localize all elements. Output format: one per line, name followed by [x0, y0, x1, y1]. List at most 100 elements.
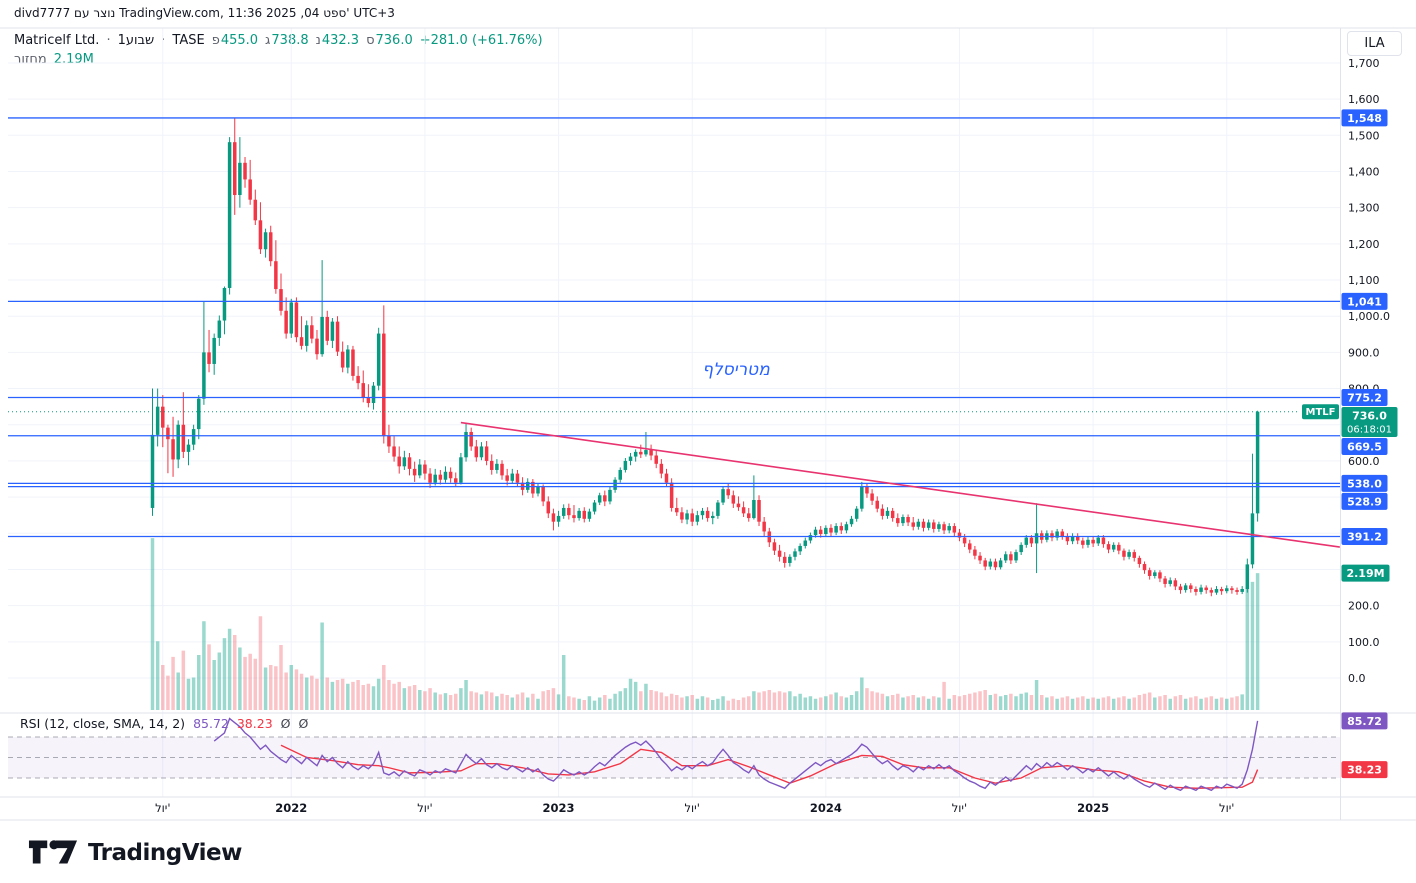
tradingview-logo[interactable]: TradingView [28, 839, 242, 866]
current-price-badge [1341, 407, 1398, 438]
candle [258, 220, 263, 250]
volume-bar [746, 696, 751, 710]
volume-bar [1142, 693, 1147, 710]
candle [952, 526, 957, 533]
candle [1070, 536, 1075, 542]
candle [150, 434, 155, 508]
volume-bar [1091, 697, 1095, 710]
candle [808, 535, 813, 541]
volume-bar [628, 678, 633, 710]
price-level-badge [1341, 292, 1388, 310]
symbol-title[interactable]: Matricelf Ltd. [14, 33, 100, 48]
volume-bar [947, 698, 951, 710]
candle [603, 495, 607, 502]
candle [284, 310, 288, 334]
candle [428, 473, 432, 483]
volume-bar [402, 688, 407, 710]
time-axis[interactable]: יול' 2022 יול' 2023 יול' 2024 יול' 2025 יול' [155, 801, 1234, 815]
rsi-pane [8, 717, 1340, 792]
rsi-label[interactable]: RSI (12, close, SMA, 14, 2) [20, 716, 186, 731]
candle [310, 325, 314, 339]
volume-bar [464, 680, 468, 710]
volume-bar [772, 692, 777, 710]
volume-bar [921, 696, 926, 710]
candle [1122, 550, 1126, 557]
symbol-price-tag-text: MTLF [1306, 407, 1336, 418]
candle [762, 521, 766, 532]
horizontal-level-lines[interactable] [8, 117, 1340, 538]
timeframe-label[interactable]: 1שבוע [117, 33, 155, 48]
price-tick-label: 600.0 [1348, 455, 1380, 468]
volume-bar [1183, 698, 1188, 710]
price-tick-label: 900.0 [1348, 346, 1380, 359]
candle [1111, 544, 1116, 550]
price-axis[interactable]: 1,700 1,600 1,500 1,400 1,300 1,200 1,100 1,000… [1302, 57, 1398, 779]
volume-bar [351, 681, 355, 710]
volume-bar [906, 696, 910, 710]
candle [551, 513, 556, 522]
candle [628, 456, 633, 461]
volume-bar [1194, 696, 1198, 710]
candle [757, 499, 761, 522]
volume-bar [1045, 697, 1049, 710]
candle [875, 500, 879, 509]
candle [161, 406, 165, 428]
volume-bar [736, 700, 741, 710]
volume-bar [1255, 573, 1260, 710]
candle [382, 333, 386, 436]
price-tick-label: 200.0 [1348, 600, 1380, 613]
volume-bar [1225, 698, 1229, 710]
price-level-badge-text: 775.2 [1347, 392, 1382, 405]
volume-bar [335, 680, 340, 710]
trend-line[interactable] [460, 421, 1340, 548]
volume-bar [1009, 693, 1013, 710]
volume-bar [289, 665, 294, 710]
candle [1158, 572, 1162, 579]
volume-bar [1003, 695, 1008, 710]
volume-bar [268, 665, 273, 710]
attribution-text: divd7777 נוצר עם TradingView.com, 11:36 … [14, 6, 395, 20]
price-tick-label: 1,500 [1348, 129, 1380, 142]
price-tick-label: 1,700 [1348, 57, 1380, 70]
volume-bar [623, 688, 628, 710]
volume-bar [926, 698, 931, 710]
volume-bar [320, 622, 324, 710]
candle [890, 510, 895, 519]
volume-bar [695, 698, 700, 710]
volume-bar [238, 647, 242, 710]
volume-bar [299, 673, 304, 710]
candle [803, 540, 808, 546]
volume-bar [834, 692, 838, 710]
volume-bar [274, 666, 278, 710]
candle [911, 522, 915, 527]
chart-note-text[interactable]: מטריסלף [702, 360, 770, 380]
candle [782, 556, 787, 563]
volume-bar [181, 650, 186, 710]
volume-bar [366, 683, 371, 710]
currency-toggle-button[interactable]: ILA [1347, 31, 1402, 56]
legend-separator: · [161, 33, 166, 48]
price-tick-label: 1,000.0 [1348, 310, 1390, 323]
volume-bar [418, 690, 422, 710]
candle [988, 561, 993, 567]
candle [510, 473, 515, 481]
candle [1204, 587, 1208, 591]
candle [885, 510, 890, 516]
candle [978, 555, 982, 561]
volume-bar [217, 652, 222, 710]
candle [746, 513, 751, 519]
candle [361, 383, 365, 398]
volume-bar [854, 691, 859, 710]
candle [392, 446, 396, 457]
price-tick-label: 1,100 [1348, 274, 1380, 287]
volume-bar [1235, 696, 1239, 710]
candle [340, 351, 345, 368]
volume-bar [1147, 692, 1152, 710]
tradingview-logo-text: TradingView [88, 839, 242, 866]
volume-bar [505, 695, 509, 710]
candle [1214, 588, 1219, 593]
volume-bar [716, 698, 720, 710]
volume-bar [572, 697, 576, 710]
volume-bar [603, 695, 607, 710]
